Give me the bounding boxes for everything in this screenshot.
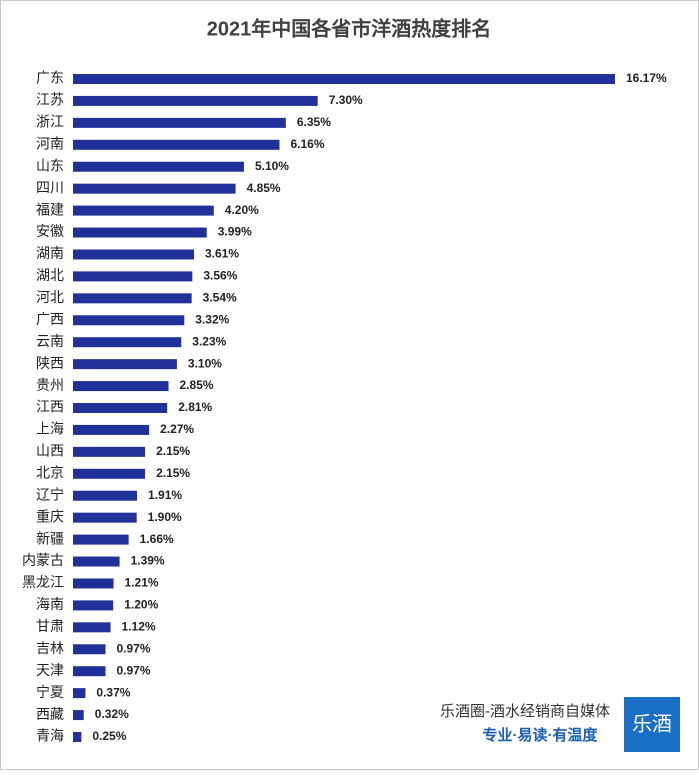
value-label: 1.91%: [148, 488, 182, 502]
bar: [73, 424, 150, 435]
chart-title: 2021年中国各省市洋酒热度排名: [207, 16, 492, 40]
value-label: 3.54%: [203, 291, 237, 305]
bar: [73, 337, 182, 348]
source-text: 乐酒圈-酒水经销商自媒体: [440, 703, 610, 720]
category-label: 山东: [36, 157, 64, 173]
bar: [73, 600, 114, 611]
value-label: 1.12%: [122, 620, 156, 634]
bar: [73, 534, 129, 545]
bar: [73, 381, 169, 392]
value-label: 1.90%: [148, 510, 182, 524]
category-label: 江苏: [36, 92, 64, 108]
category-label: 浙江: [36, 114, 64, 130]
category-label: 内蒙古: [22, 552, 64, 568]
bar: [73, 227, 207, 238]
category-label: 四川: [36, 179, 64, 195]
value-label: 0.32%: [95, 707, 129, 721]
bar: [73, 622, 111, 633]
bar: [73, 666, 106, 677]
category-label: 北京: [36, 465, 64, 481]
value-label: 3.56%: [203, 269, 237, 283]
category-label: 辽宁: [36, 486, 64, 502]
value-label: 2.15%: [156, 444, 190, 458]
category-label: 西藏: [36, 706, 64, 722]
bar: [73, 205, 214, 216]
category-label: 安徽: [36, 223, 64, 239]
value-label: 4.85%: [247, 181, 281, 195]
bar: [73, 688, 86, 699]
value-label: 5.10%: [255, 159, 289, 173]
category-label: 宁夏: [36, 684, 64, 700]
value-label: 3.10%: [188, 356, 222, 370]
category-label: 福建: [36, 201, 64, 217]
bar: [73, 359, 177, 370]
bar: [73, 249, 195, 260]
bar: [73, 161, 244, 172]
bar: [73, 556, 120, 567]
bar: [73, 468, 146, 479]
bar: [73, 732, 82, 742]
bar: [73, 117, 286, 128]
value-label: 3.32%: [195, 312, 229, 326]
value-label: 2.27%: [160, 422, 194, 436]
bar: [73, 710, 84, 721]
value-label: 6.16%: [290, 137, 324, 151]
category-label: 广西: [36, 311, 64, 327]
value-label: 3.99%: [218, 225, 252, 239]
category-label: 贵州: [36, 377, 64, 393]
bar: [73, 95, 318, 106]
category-label: 河南: [36, 136, 64, 152]
category-label: 湖南: [36, 245, 64, 261]
value-label: 0.25%: [92, 729, 126, 743]
category-label: 甘肃: [36, 618, 64, 634]
value-label: 0.37%: [96, 685, 130, 699]
category-label: 上海: [36, 421, 64, 437]
bar: [73, 293, 192, 304]
value-label: 2.85%: [180, 378, 214, 392]
value-label: 3.61%: [205, 247, 239, 261]
bar: [73, 512, 137, 523]
bar: [73, 578, 114, 589]
value-label: 6.35%: [297, 115, 331, 129]
value-label: 1.66%: [140, 532, 174, 546]
category-label: 河北: [36, 289, 64, 305]
bar: [73, 183, 236, 194]
category-label: 云南: [36, 333, 64, 349]
value-label: 7.30%: [329, 93, 363, 107]
bar: [73, 446, 146, 457]
value-label: 0.97%: [117, 663, 151, 677]
slogan-text: 专业·易读·有温度: [483, 726, 599, 744]
bar: [73, 139, 280, 150]
bar: [73, 644, 106, 655]
category-label: 重庆: [36, 508, 64, 524]
value-label: 2.15%: [156, 466, 190, 480]
category-label: 青海: [36, 728, 64, 744]
value-label: 3.23%: [192, 334, 226, 348]
category-label: 山西: [36, 443, 64, 459]
bar: [73, 315, 185, 326]
bar: [73, 490, 138, 501]
value-label: 0.97%: [117, 641, 151, 655]
category-label: 吉林: [36, 640, 64, 656]
category-label: 海南: [36, 596, 64, 612]
value-label: 2.81%: [178, 400, 212, 414]
category-label: 陕西: [36, 355, 64, 371]
category-label: 新疆: [36, 530, 64, 546]
logo-box: [624, 697, 680, 752]
category-label: 天津: [36, 662, 64, 678]
bar: [73, 271, 193, 282]
logo-text: 乐酒: [632, 712, 672, 735]
bar: [73, 74, 615, 84]
value-label: 16.17%: [626, 71, 667, 85]
category-label: 广东: [36, 70, 64, 86]
value-label: 1.21%: [125, 576, 159, 590]
category-label: 湖北: [36, 267, 64, 283]
value-label: 1.20%: [124, 598, 158, 612]
category-label: 江西: [36, 399, 64, 415]
category-label: 黑龙江: [22, 574, 64, 590]
value-label: 1.39%: [131, 554, 165, 568]
value-label: 4.20%: [225, 203, 259, 217]
bar: [73, 403, 168, 413]
